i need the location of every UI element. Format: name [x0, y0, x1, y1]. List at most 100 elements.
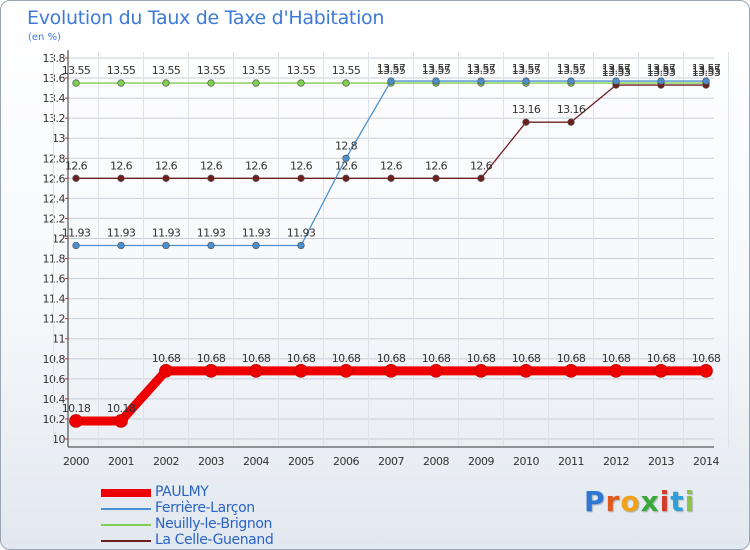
data-label-ferri-re-lar-on: 12.8	[335, 139, 358, 152]
data-label-ferri-re-lar-on: 13.57	[602, 62, 631, 75]
data-point-ferri-re-lar-on	[657, 77, 665, 85]
data-point-neuilly-le-brignon	[72, 79, 80, 87]
series-line-paulmy	[71, 366, 711, 426]
data-label-ferri-re-lar-on: 13.57	[377, 62, 406, 75]
data-point-ferri-re-lar-on	[72, 241, 80, 250]
data-point-paulmy	[294, 363, 308, 378]
data-label-paulmy: 10.68	[332, 352, 361, 365]
logo-letter: i	[684, 485, 696, 518]
x-tick-label: 2008	[423, 455, 449, 468]
legend-label-paulmy: PAULMY	[155, 484, 209, 500]
logo-letter: i	[659, 485, 671, 518]
data-label-ferri-re-lar-on: 13.57	[467, 62, 496, 75]
data-label-ferri-re-lar-on: 13.57	[557, 62, 586, 75]
data-point-neuilly-le-brignon	[207, 79, 215, 87]
data-point-paulmy	[384, 363, 398, 378]
data-label-la-celle-guenand: 12.6	[290, 159, 313, 172]
data-point-paulmy	[69, 414, 83, 428]
data-label-paulmy: 10.68	[647, 352, 676, 365]
data-label-paulmy: 10.68	[692, 352, 721, 365]
data-label-la-celle-guenand: 12.6	[65, 159, 88, 172]
data-point-neuilly-le-brignon	[117, 79, 125, 87]
y-tick-label: 12	[52, 232, 65, 245]
legend-item-neuilly-le-brignon[interactable]: Neuilly-le-Brignon	[101, 516, 361, 533]
data-point-la-celle-guenand	[117, 174, 125, 182]
data-point-la-celle-guenand	[207, 174, 215, 182]
chart-title: Evolution du Taux de Taxe d'Habitation	[27, 7, 385, 29]
data-point-la-celle-guenand	[432, 174, 440, 182]
data-label-ferri-re-lar-on: 11.93	[242, 226, 271, 239]
legend: PAULMY Ferrière-Larçon Neuilly-le-Brigno…	[101, 484, 361, 549]
data-label-la-celle-guenand: 13.16	[557, 103, 586, 116]
data-label-la-celle-guenand: 13.53	[692, 66, 721, 79]
y-tick-label: 10.8	[43, 353, 66, 366]
legend-swatch-neuilly-le-brignon	[101, 524, 151, 526]
data-point-ferri-re-lar-on	[207, 241, 215, 250]
data-label-neuilly-le-brignon: 13.55	[692, 64, 721, 77]
data-label-la-celle-guenand: 12.6	[470, 159, 493, 172]
data-point-la-celle-guenand	[252, 174, 260, 182]
y-tick-label: 12.8	[43, 152, 66, 165]
x-tick-label: 2013	[648, 455, 674, 468]
legend-label-neuilly-le-brignon: Neuilly-le-Brignon	[155, 516, 273, 532]
x-tick-label: 2004	[243, 455, 269, 468]
data-point-paulmy	[609, 363, 623, 378]
data-label-ferri-re-lar-on: 13.57	[647, 62, 676, 75]
data-label-neuilly-le-brignon: 13.55	[647, 64, 676, 77]
data-point-paulmy	[474, 363, 488, 378]
data-point-neuilly-le-brignon	[297, 79, 305, 87]
data-label-neuilly-le-brignon: 13.55	[557, 64, 586, 77]
logo-letter: r	[605, 485, 621, 518]
data-label-la-celle-guenand: 12.6	[380, 159, 403, 172]
data-label-paulmy: 10.18	[62, 402, 91, 415]
data-label-la-celle-guenand: 12.6	[245, 159, 268, 172]
data-point-neuilly-le-brignon	[342, 79, 350, 87]
logo-letter: o	[620, 485, 641, 518]
data-point-ferri-re-lar-on	[702, 77, 710, 85]
data-point-ferri-re-lar-on	[162, 241, 170, 250]
data-label-ferri-re-lar-on: 11.93	[152, 226, 181, 239]
data-point-la-celle-guenand	[477, 174, 485, 182]
data-point-paulmy	[249, 363, 263, 378]
x-tick-label: 2002	[153, 455, 179, 468]
x-tick-label: 2011	[558, 455, 584, 468]
x-tick-label: 2003	[198, 455, 224, 468]
data-label-paulmy: 10.68	[602, 352, 631, 365]
logo-letter: x	[640, 485, 660, 518]
data-label-la-celle-guenand: 13.53	[602, 66, 631, 79]
legend-item-ferriere-larcon[interactable]: Ferrière-Larçon	[101, 500, 361, 517]
y-tick-label: 12.4	[43, 192, 66, 205]
data-label-la-celle-guenand: 12.6	[155, 159, 178, 172]
data-label-la-celle-guenand: 12.6	[425, 159, 448, 172]
data-label-paulmy: 10.18	[107, 402, 136, 415]
data-point-ferri-re-lar-on	[117, 241, 125, 250]
x-tick-label: 2009	[468, 455, 494, 468]
data-label-neuilly-le-brignon: 13.55	[467, 64, 496, 77]
data-label-ferri-re-lar-on: 11.93	[197, 226, 226, 239]
data-point-paulmy	[204, 363, 218, 378]
data-label-la-celle-guenand: 13.53	[647, 66, 676, 79]
x-tick-label: 2001	[108, 455, 134, 468]
data-label-ferri-re-lar-on: 13.57	[692, 62, 721, 75]
legend-item-paulmy[interactable]: PAULMY	[101, 484, 361, 501]
data-label-paulmy: 10.68	[512, 352, 541, 365]
legend-item-la-celle-guenand[interactable]: La Celle-Guenand	[101, 532, 361, 549]
data-label-neuilly-le-brignon: 13.55	[602, 64, 631, 77]
proxiti-logo[interactable]: Proxiti	[584, 485, 695, 518]
legend-swatch-ferriere-larcon	[101, 508, 151, 510]
data-label-neuilly-le-brignon: 13.55	[197, 64, 226, 77]
y-tick-label: 13	[52, 132, 65, 145]
x-tick-label: 2010	[513, 455, 539, 468]
data-label-neuilly-le-brignon: 13.55	[377, 64, 406, 77]
logo-letter: t	[670, 485, 685, 518]
data-point-ferri-re-lar-on	[342, 154, 350, 162]
x-tick-label: 2000	[63, 455, 89, 468]
data-label-neuilly-le-brignon: 13.55	[62, 64, 91, 77]
x-tick-label: 2012	[603, 455, 629, 468]
data-point-ferri-re-lar-on	[252, 241, 260, 250]
data-label-ferri-re-lar-on: 13.57	[422, 62, 451, 75]
data-label-ferri-re-lar-on: 11.93	[287, 226, 316, 239]
data-label-paulmy: 10.68	[557, 352, 586, 365]
y-tick-label: 11	[52, 333, 65, 346]
data-label-paulmy: 10.68	[422, 352, 451, 365]
